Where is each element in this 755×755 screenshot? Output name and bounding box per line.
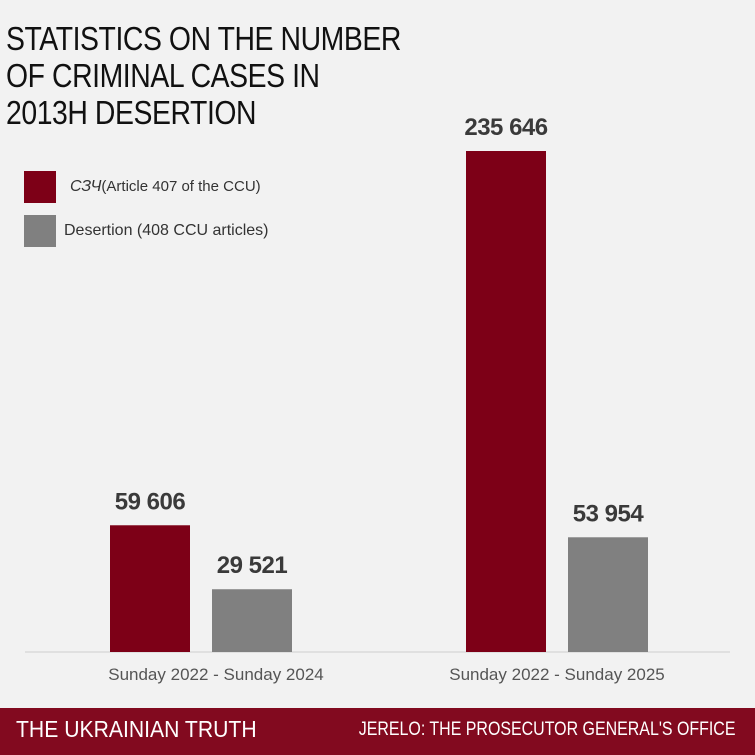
footer-source: JERELO: THE PROSECUTOR GENERAL'S OFFICE [358, 719, 735, 740]
bar-group2-2 [568, 537, 648, 652]
data-label-group1-1: 59 606 [115, 488, 186, 515]
bar-chart: 59 606 29 521 Sunday 2022 - Sunday 2024 235… [25, 114, 730, 684]
bar-group1-1 [110, 525, 190, 652]
bar-group2-1 [466, 151, 546, 652]
legend-item-desertion: Desertion (408 CCU articles) [24, 215, 269, 247]
legend-item-szch: СЗЧ(Article 407 of the CCU) [24, 171, 269, 203]
legend-swatch-desertion [24, 215, 56, 247]
chart-title: STATISTICS ON THE NUMBER OF CRIMINAL CAS… [6, 20, 401, 131]
footer-bar: THE UKRAINIAN TRUTH JERELO: THE PROSECUT… [0, 708, 755, 755]
legend-swatch-szch [24, 171, 56, 203]
legend-label-szch: СЗЧ(Article 407 of the CCU) [70, 178, 261, 196]
title-line-3: 2013H DESERTION [6, 94, 257, 131]
footer-brand: THE UKRAINIAN TRUTH [16, 716, 257, 742]
x-tick-label-2: Sunday 2022 - Sunday 2025 [449, 665, 665, 684]
legend-text-szch: (Article 407 of the CCU) [101, 178, 261, 195]
legend: СЗЧ(Article 407 of the CCU) Desertion (4… [24, 171, 269, 259]
legend-prefix-szch: СЗЧ [70, 178, 102, 195]
title-line-1: STATISTICS ON THE NUMBER [6, 20, 401, 57]
data-label-group1-2: 29 521 [217, 552, 288, 579]
data-label-group2-2: 53 954 [573, 500, 645, 527]
title-line-2: OF CRIMINAL CASES IN [6, 57, 320, 94]
x-tick-label-1: Sunday 2022 - Sunday 2024 [108, 665, 324, 684]
legend-label-desertion: Desertion (408 CCU articles) [64, 222, 269, 239]
data-label-group2-1: 235 646 [464, 114, 547, 141]
bar-group1-2 [212, 589, 292, 652]
